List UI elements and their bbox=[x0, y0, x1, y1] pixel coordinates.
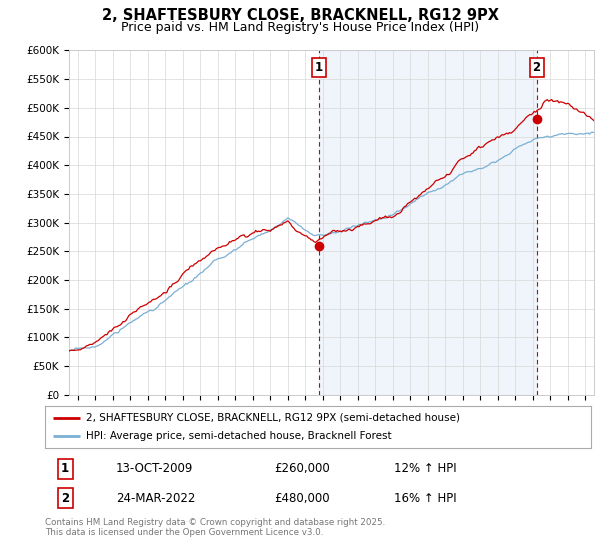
Text: 2: 2 bbox=[61, 492, 69, 505]
Text: 2: 2 bbox=[533, 60, 541, 74]
Text: 13-OCT-2009: 13-OCT-2009 bbox=[116, 463, 193, 475]
Text: 16% ↑ HPI: 16% ↑ HPI bbox=[394, 492, 457, 505]
Text: 12% ↑ HPI: 12% ↑ HPI bbox=[394, 463, 457, 475]
Text: £480,000: £480,000 bbox=[274, 492, 330, 505]
Text: Contains HM Land Registry data © Crown copyright and database right 2025.
This d: Contains HM Land Registry data © Crown c… bbox=[45, 518, 385, 538]
Text: HPI: Average price, semi-detached house, Bracknell Forest: HPI: Average price, semi-detached house,… bbox=[86, 431, 392, 441]
Text: 2, SHAFTESBURY CLOSE, BRACKNELL, RG12 9PX (semi-detached house): 2, SHAFTESBURY CLOSE, BRACKNELL, RG12 9P… bbox=[86, 413, 460, 423]
Text: 2, SHAFTESBURY CLOSE, BRACKNELL, RG12 9PX: 2, SHAFTESBURY CLOSE, BRACKNELL, RG12 9P… bbox=[101, 8, 499, 24]
Text: 24-MAR-2022: 24-MAR-2022 bbox=[116, 492, 196, 505]
Text: £260,000: £260,000 bbox=[274, 463, 330, 475]
Text: Price paid vs. HM Land Registry's House Price Index (HPI): Price paid vs. HM Land Registry's House … bbox=[121, 21, 479, 34]
Bar bbox=[319, 50, 536, 395]
Text: 1: 1 bbox=[315, 60, 323, 74]
Text: 1: 1 bbox=[61, 463, 69, 475]
